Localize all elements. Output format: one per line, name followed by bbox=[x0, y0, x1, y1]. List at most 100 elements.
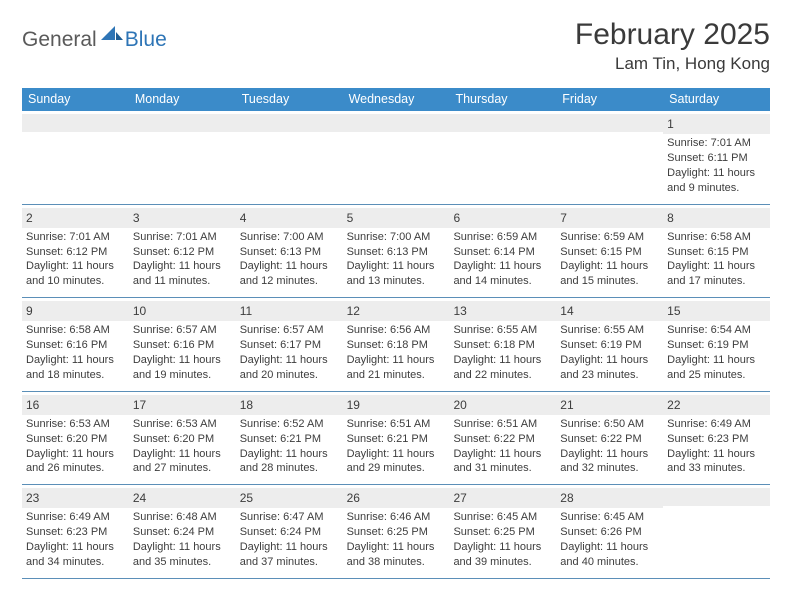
day-number: 7 bbox=[556, 208, 663, 228]
calendar-cell: 20Sunrise: 6:51 AMSunset: 6:22 PMDayligh… bbox=[449, 392, 556, 485]
sunrise-text: Sunrise: 6:53 AM bbox=[133, 417, 232, 432]
location-label: Lam Tin, Hong Kong bbox=[575, 54, 770, 74]
day-number: 11 bbox=[236, 301, 343, 321]
calendar-cell: 7Sunrise: 6:59 AMSunset: 6:15 PMDaylight… bbox=[556, 205, 663, 298]
daylight-text: Daylight: 11 hours and 15 minutes. bbox=[560, 259, 659, 289]
calendar-week: 1Sunrise: 7:01 AMSunset: 6:11 PMDaylight… bbox=[22, 111, 770, 205]
calendar-week: 23Sunrise: 6:49 AMSunset: 6:23 PMDayligh… bbox=[22, 485, 770, 579]
daylight-text: Daylight: 11 hours and 35 minutes. bbox=[133, 540, 232, 570]
calendar-cell bbox=[663, 485, 770, 578]
day-number: 4 bbox=[236, 208, 343, 228]
sunrise-text: Sunrise: 6:52 AM bbox=[240, 417, 339, 432]
calendar-cell: 2Sunrise: 7:01 AMSunset: 6:12 PMDaylight… bbox=[22, 205, 129, 298]
calendar-cell: 17 Sunrise: 6:53 AMSunset: 6:20 PMDayligh… bbox=[129, 392, 236, 485]
sunrise-text: Sunrise: 6:49 AM bbox=[26, 510, 125, 525]
day-number: 21 bbox=[556, 395, 663, 415]
day-number bbox=[449, 114, 556, 132]
daylight-text: Daylight: 11 hours and 39 minutes. bbox=[453, 540, 552, 570]
day-number: 12 bbox=[343, 301, 450, 321]
day-number: 17 bbox=[129, 395, 236, 415]
daylight-text: Daylight: 11 hours and 31 minutes. bbox=[453, 447, 552, 477]
sunset-text: Sunset: 6:20 PM bbox=[133, 432, 232, 447]
daylight-text: Daylight: 11 hours and 13 minutes. bbox=[347, 259, 446, 289]
calendar-cell: 6Sunrise: 6:59 AMSunset: 6:14 PMDaylight… bbox=[449, 205, 556, 298]
calendar-cell: 22Sunrise: 6:49 AMSunset: 6:23 PMDayligh… bbox=[663, 392, 770, 485]
sunrise-text: Sunrise: 6:47 AM bbox=[240, 510, 339, 525]
sunrise-text: Sunrise: 7:01 AM bbox=[133, 230, 232, 245]
calendar-cell: 11Sunrise: 6:57 AMSunset: 6:17 PMDayligh… bbox=[236, 298, 343, 391]
sunset-text: Sunset: 6:19 PM bbox=[560, 338, 659, 353]
sunset-text: Sunset: 6:13 PM bbox=[347, 245, 446, 260]
calendar-cell: 5 Sunrise: 7:00 AMSunset: 6:13 PMDaylight… bbox=[343, 205, 450, 298]
day-number bbox=[556, 114, 663, 132]
daylight-text: Daylight: 11 hours and 32 minutes. bbox=[560, 447, 659, 477]
calendar-cell bbox=[22, 111, 129, 204]
calendar-cell bbox=[343, 111, 450, 204]
brand-logo: General Blue bbox=[22, 18, 167, 55]
day-number: 28 bbox=[556, 488, 663, 508]
daylight-text: Daylight: 11 hours and 37 minutes. bbox=[240, 540, 339, 570]
day-number: 2 bbox=[22, 208, 129, 228]
header: General Blue February 2025 Lam Tin, Hong… bbox=[22, 18, 770, 74]
weekday-header: Friday bbox=[556, 88, 663, 111]
day-number: 15 bbox=[663, 301, 770, 321]
sunrise-text: Sunrise: 6:51 AM bbox=[347, 417, 446, 432]
daylight-text: Daylight: 11 hours and 10 minutes. bbox=[26, 259, 125, 289]
day-number: 25 bbox=[236, 488, 343, 508]
calendar-week: 9Sunrise: 6:58 AMSunset: 6:16 PMDaylight… bbox=[22, 298, 770, 392]
calendar-cell: 12Sunrise: 6:56 AMSunset: 6:18 PMDayligh… bbox=[343, 298, 450, 391]
sunrise-text: Sunrise: 7:00 AM bbox=[347, 230, 446, 245]
sunrise-text: Sunrise: 6:58 AM bbox=[667, 230, 766, 245]
daylight-text: Daylight: 11 hours and 18 minutes. bbox=[26, 353, 125, 383]
calendar-cell: 15Sunrise: 6:54 AMSunset: 6:19 PMDayligh… bbox=[663, 298, 770, 391]
sunset-text: Sunset: 6:12 PM bbox=[133, 245, 232, 260]
calendar-cell: 14Sunrise: 6:55 AMSunset: 6:19 PMDayligh… bbox=[556, 298, 663, 391]
sunrise-text: Sunrise: 6:48 AM bbox=[133, 510, 232, 525]
day-number: 24 bbox=[129, 488, 236, 508]
sunset-text: Sunset: 6:18 PM bbox=[347, 338, 446, 353]
sunrise-text: Sunrise: 6:50 AM bbox=[560, 417, 659, 432]
calendar-cell: 26Sunrise: 6:46 AMSunset: 6:25 PMDayligh… bbox=[343, 485, 450, 578]
day-number: 13 bbox=[449, 301, 556, 321]
day-number: 23 bbox=[22, 488, 129, 508]
daylight-text: Daylight: 11 hours and 14 minutes. bbox=[453, 259, 552, 289]
calendar-cell: 4Sunrise: 7:00 AMSunset: 6:13 PMDaylight… bbox=[236, 205, 343, 298]
calendar-cell bbox=[236, 111, 343, 204]
sunset-text: Sunset: 6:22 PM bbox=[453, 432, 552, 447]
sunrise-text: Sunrise: 6:58 AM bbox=[26, 323, 125, 338]
sunrise-text: Sunrise: 6:46 AM bbox=[347, 510, 446, 525]
sunrise-text: Sunrise: 6:49 AM bbox=[667, 417, 766, 432]
weekday-header: Tuesday bbox=[236, 88, 343, 111]
daylight-text: Daylight: 11 hours and 33 minutes. bbox=[667, 447, 766, 477]
day-number: 1 bbox=[663, 114, 770, 134]
calendar-cell: 18Sunrise: 6:52 AMSunset: 6:21 PMDayligh… bbox=[236, 392, 343, 485]
sunset-text: Sunset: 6:21 PM bbox=[347, 432, 446, 447]
day-number: 6 bbox=[449, 208, 556, 228]
sunset-text: Sunset: 6:21 PM bbox=[240, 432, 339, 447]
daylight-text: Daylight: 11 hours and 29 minutes. bbox=[347, 447, 446, 477]
daylight-text: Daylight: 11 hours and 12 minutes. bbox=[240, 259, 339, 289]
brand-text-2: Blue bbox=[125, 28, 167, 52]
calendar-cell bbox=[449, 111, 556, 204]
sunset-text: Sunset: 6:22 PM bbox=[560, 432, 659, 447]
day-number: 14 bbox=[556, 301, 663, 321]
weekday-header: Wednesday bbox=[343, 88, 450, 111]
daylight-text: Daylight: 11 hours and 38 minutes. bbox=[347, 540, 446, 570]
calendar: SundayMondayTuesdayWednesdayThursdayFrid… bbox=[22, 88, 770, 579]
day-number: 16 bbox=[22, 395, 129, 415]
sunrise-text: Sunrise: 6:59 AM bbox=[453, 230, 552, 245]
sunset-text: Sunset: 6:15 PM bbox=[560, 245, 659, 260]
sunset-text: Sunset: 6:13 PM bbox=[240, 245, 339, 260]
sunset-text: Sunset: 6:20 PM bbox=[26, 432, 125, 447]
calendar-cell: 10Sunrise: 6:57 AMSunset: 6:16 PMDayligh… bbox=[129, 298, 236, 391]
daylight-text: Daylight: 11 hours and 27 minutes. bbox=[133, 447, 232, 477]
sunset-text: Sunset: 6:11 PM bbox=[667, 151, 766, 166]
brand-text-1: General bbox=[22, 28, 97, 52]
weekday-header: Monday bbox=[129, 88, 236, 111]
day-number: 19 bbox=[343, 395, 450, 415]
day-number: 5 bbox=[343, 208, 450, 228]
day-number: 3 bbox=[129, 208, 236, 228]
sunset-text: Sunset: 6:26 PM bbox=[560, 525, 659, 540]
sunrise-text: Sunrise: 6:55 AM bbox=[453, 323, 552, 338]
calendar-cell: 27Sunrise: 6:45 AMSunset: 6:25 PMDayligh… bbox=[449, 485, 556, 578]
